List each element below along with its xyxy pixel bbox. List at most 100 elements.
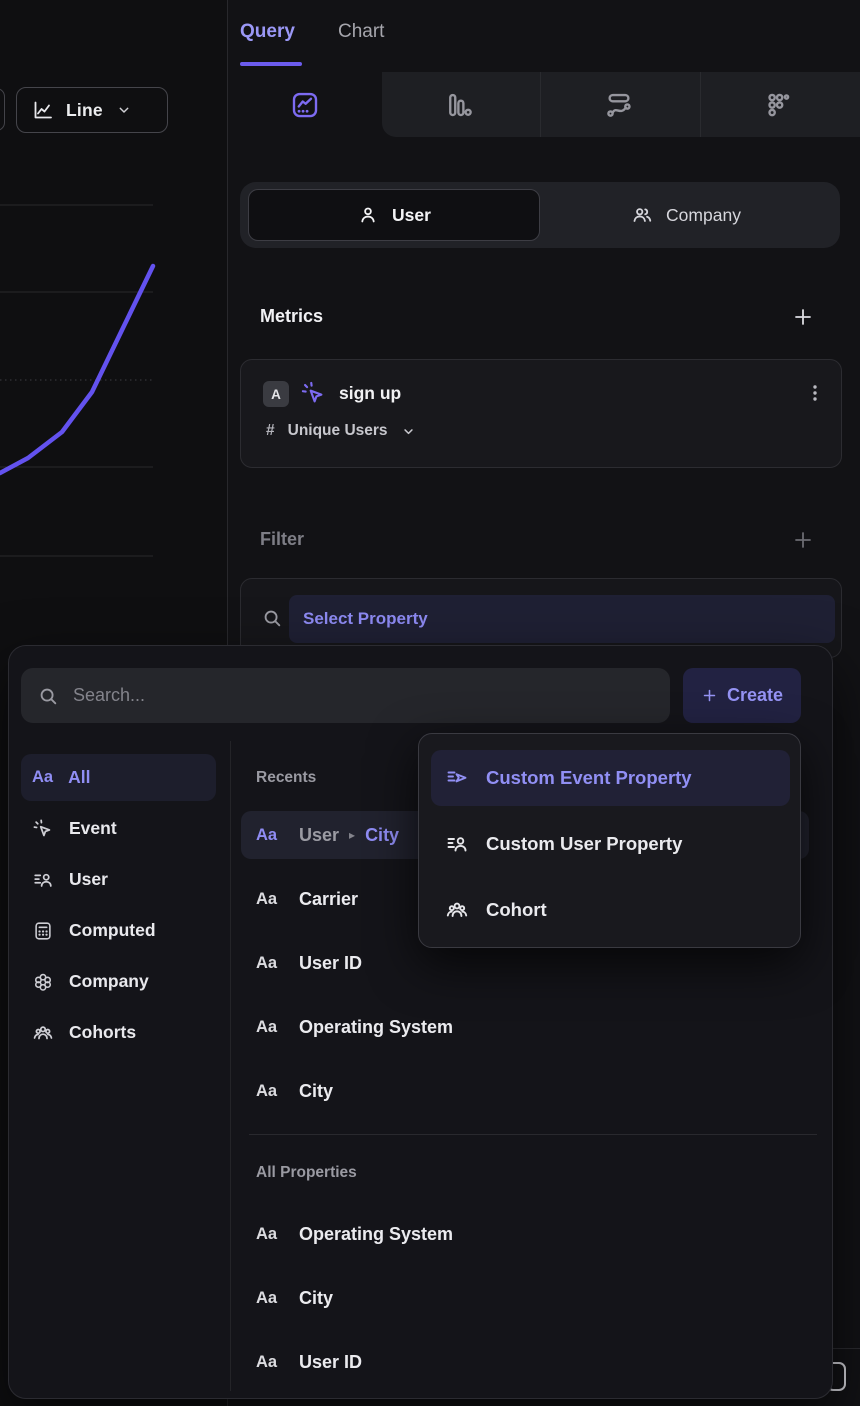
metrics-section-title: Metrics	[260, 306, 324, 326]
flow-icon	[604, 90, 634, 120]
retention-dots-icon	[764, 90, 794, 120]
cohorts-icon	[32, 1022, 54, 1044]
recent-property-row-operating-system[interactable]: Aa Operating System	[241, 1003, 809, 1051]
filter-section-title: Filter	[260, 529, 305, 549]
report-type-tabs	[228, 72, 860, 137]
text-type-icon: Aa	[256, 1288, 278, 1307]
entity-toggle: User Company	[240, 182, 840, 248]
all-properties-section-title: All Properties	[256, 1164, 357, 1181]
chevron-down-icon	[401, 424, 416, 439]
property-name: User ID	[299, 1351, 363, 1372]
create-menu-item-custom-user-property[interactable]: Custom User Property	[431, 816, 790, 872]
trend-line-chart	[0, 204, 156, 557]
tab-flows[interactable]	[542, 72, 696, 137]
select-property-field[interactable]: Select Property	[289, 595, 835, 643]
event-icon	[32, 818, 54, 840]
create-menu-item-cohort[interactable]: Cohort	[431, 882, 790, 938]
user-property-icon	[32, 869, 54, 891]
aggregation-label: Unique Users	[287, 422, 388, 439]
hash-icon: #	[266, 422, 275, 439]
add-metric-button[interactable]	[791, 305, 815, 329]
property-category-nav: Aa All Event User Computed Company Cohorts	[21, 754, 216, 1056]
text-type-icon: Aa	[256, 1224, 278, 1243]
tab-insights[interactable]	[228, 72, 382, 137]
sidebar-item-cohorts[interactable]: Cohorts	[21, 1009, 216, 1056]
sidebar-item-all[interactable]: Aa All	[21, 754, 216, 801]
create-button-label: Create	[726, 685, 784, 705]
text-type-icon: Aa	[256, 1017, 278, 1036]
tab-separator	[700, 72, 701, 137]
kebab-menu-icon[interactable]	[803, 381, 827, 405]
property-name: City	[299, 1080, 334, 1101]
search-input[interactable]	[73, 685, 670, 706]
cohort-icon	[445, 898, 469, 922]
tab-separator	[540, 72, 541, 137]
create-submenu-list: Custom Event Property Custom User Propert…	[431, 750, 790, 938]
property-row-operating-system[interactable]: Aa Operating System	[241, 1210, 809, 1258]
breadcrumb-arrow-icon: ▸	[349, 828, 356, 842]
property-row-user-id[interactable]: Aa User ID	[241, 1338, 809, 1386]
modal-column-divider	[230, 741, 231, 1391]
chart-type-label: Line	[66, 99, 103, 120]
text-type-icon: Aa	[32, 768, 54, 786]
property-name: City	[365, 824, 400, 845]
text-type-icon: Aa	[256, 1081, 278, 1100]
person-icon	[357, 204, 379, 226]
search-icon	[261, 607, 283, 629]
property-name: User ID	[299, 952, 363, 973]
tab-funnels[interactable]	[382, 72, 536, 137]
sidebar-item-company[interactable]: Company	[21, 958, 216, 1005]
results-divider	[249, 1134, 817, 1135]
create-menu-item-label: Cohort	[486, 899, 547, 920]
create-menu-item-label: Custom User Property	[486, 833, 683, 854]
tab-query[interactable]: Query	[240, 21, 295, 42]
sidebar-item-label: All	[68, 767, 91, 787]
modal-search-bar[interactable]	[21, 668, 670, 723]
funnel-bars-icon	[444, 90, 474, 120]
people-icon	[631, 204, 653, 226]
sidebar-item-user[interactable]: User	[21, 856, 216, 903]
property-group: User	[299, 824, 340, 845]
filter-card: Select Property	[240, 578, 842, 658]
computed-icon	[32, 920, 54, 942]
tab-retention[interactable]	[702, 72, 856, 137]
property-name: Operating System	[299, 1223, 454, 1244]
search-icon	[37, 685, 59, 707]
entity-toggle-user[interactable]: User	[248, 189, 540, 241]
inactive-tabs-background	[382, 72, 860, 137]
property-row-city[interactable]: Aa City	[241, 1274, 809, 1322]
recent-property-row-user-id[interactable]: Aa User ID	[241, 939, 809, 987]
custom-event-property-icon	[445, 766, 469, 790]
recent-property-row-carrier[interactable]: Aa Carrier	[241, 875, 809, 923]
series-line	[0, 263, 156, 476]
create-button[interactable]: Create	[683, 668, 801, 723]
chart-type-dropdown[interactable]: Line	[16, 87, 168, 133]
partial-toolbar-button	[0, 88, 5, 131]
property-name: City	[299, 1287, 334, 1308]
sidebar-item-label: Computed	[69, 920, 156, 940]
tab-chart[interactable]: Chart	[338, 21, 385, 42]
sidebar-item-label: Cohorts	[69, 1022, 137, 1042]
entity-toggle-company-label: Company	[666, 204, 741, 225]
sidebar-item-label: Event	[69, 818, 117, 838]
create-menu-item-label: Custom Event Property	[486, 767, 692, 788]
sidebar-item-computed[interactable]: Computed	[21, 907, 216, 954]
sidebar-item-event[interactable]: Event	[21, 805, 216, 852]
aggregation-dropdown[interactable]: # Unique Users	[266, 422, 416, 440]
plus-icon	[701, 687, 718, 704]
recents-section-title: Recents	[256, 769, 317, 786]
insights-icon	[290, 90, 320, 120]
add-filter-button[interactable]	[791, 528, 815, 552]
sidebar-item-label: User	[69, 869, 108, 889]
entity-toggle-company[interactable]: Company	[540, 189, 832, 241]
metric-event-name[interactable]: sign up	[339, 383, 402, 403]
metric-card: A sign up # Unique Users	[240, 359, 842, 468]
event-icon	[300, 380, 327, 407]
property-name: Carrier	[299, 888, 359, 909]
custom-user-property-icon	[445, 832, 469, 856]
underlying-divider	[826, 1348, 860, 1349]
property-name: Operating System	[299, 1016, 454, 1037]
create-menu-item-custom-event-property[interactable]: Custom Event Property	[431, 750, 790, 806]
recent-property-row-city[interactable]: Aa City	[241, 1067, 809, 1115]
